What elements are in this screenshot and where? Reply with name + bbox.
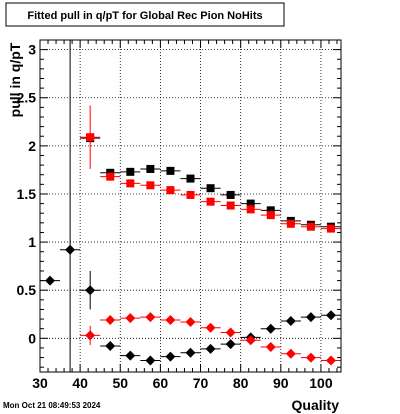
x-tick-label: 30: [32, 375, 48, 391]
data-point-square: [126, 167, 135, 176]
data-point-diamond: [185, 316, 196, 327]
data-point-diamond: [265, 323, 276, 334]
data-point-square: [126, 179, 135, 188]
data-point-diamond: [85, 285, 96, 296]
y-axis-label: pull in q/pT: [7, 42, 23, 117]
data-point-diamond: [185, 347, 196, 358]
data-point-diamond: [125, 313, 136, 324]
data-point-diamond: [245, 335, 256, 346]
data-point-diamond: [85, 330, 96, 341]
data-point-square: [186, 190, 195, 199]
data-point-diamond: [285, 348, 296, 359]
data-point-diamond: [205, 322, 216, 333]
data-point-square: [86, 133, 95, 142]
data-point-square: [326, 224, 335, 233]
data-point-square: [246, 199, 255, 208]
plot-data: [40, 40, 341, 372]
data-point-diamond: [205, 343, 216, 354]
data-point-diamond: [305, 312, 316, 323]
data-point-diamond: [45, 275, 56, 286]
data-point-diamond: [125, 350, 136, 361]
data-point-diamond: [285, 315, 296, 326]
y-tick-label: 1: [28, 234, 36, 250]
plot-frame: [39, 39, 342, 373]
x-tick-label: 40: [72, 375, 88, 391]
data-point-square: [306, 222, 315, 231]
data-point-square: [166, 166, 175, 175]
y-tick-label: 3: [28, 42, 36, 58]
data-point-square: [206, 184, 215, 193]
x-axis-label: Quality: [292, 397, 340, 413]
data-point-diamond: [325, 355, 336, 366]
data-point-square: [206, 197, 215, 206]
data-point-diamond: [165, 351, 176, 362]
y-tick-label: 2.5: [17, 90, 37, 106]
data-point-diamond: [145, 355, 156, 366]
data-point-square: [106, 172, 115, 181]
axes: 30 40 50 60 70 80 90 100 0 0.5 1 1.5 2 2.5 3: [17, 39, 342, 391]
x-tick-label: 50: [112, 375, 128, 391]
data-point-square: [226, 201, 235, 210]
data-point-diamond: [165, 315, 176, 326]
data-point-diamond: [265, 341, 276, 352]
data-point-diamond: [145, 312, 156, 323]
data-point-diamond: [225, 339, 236, 350]
y-tick-label: 1.5: [17, 186, 37, 202]
x-tick-label: 90: [273, 375, 289, 391]
data-point-diamond: [225, 327, 236, 338]
data-point-square: [146, 181, 155, 190]
data-point-square: [146, 164, 155, 173]
data-point-square: [166, 186, 175, 195]
data-point-diamond: [325, 310, 336, 321]
y-tick-label: 2: [28, 138, 36, 154]
x-tick-label: 70: [193, 375, 209, 391]
data-point-square: [286, 219, 295, 228]
data-point-diamond: [105, 315, 116, 326]
timestamp: Mon Oct 21 08:49:53 2024: [3, 401, 101, 410]
data-point-square: [246, 205, 255, 214]
data-point-diamond: [305, 352, 316, 363]
x-tick-label: 100: [309, 375, 333, 391]
title-box-frame: [5, 2, 285, 27]
y-tick-label: 0: [28, 330, 36, 346]
data-point-diamond: [65, 244, 76, 255]
data-point-square: [186, 174, 195, 183]
y-tick-label: 0.5: [17, 282, 37, 298]
x-tick-label: 60: [153, 375, 169, 391]
data-point-diamond: [105, 341, 116, 352]
data-point-square: [226, 190, 235, 199]
x-tick-label: 80: [233, 375, 249, 391]
data-point-square: [266, 206, 275, 215]
data-point-square: [266, 211, 275, 220]
chart-title: Fitted pull in q/pT for Global Rec Pion …: [27, 10, 262, 22]
title-box: Fitted pull in q/pT for Global Rec Pion …: [5, 2, 285, 27]
